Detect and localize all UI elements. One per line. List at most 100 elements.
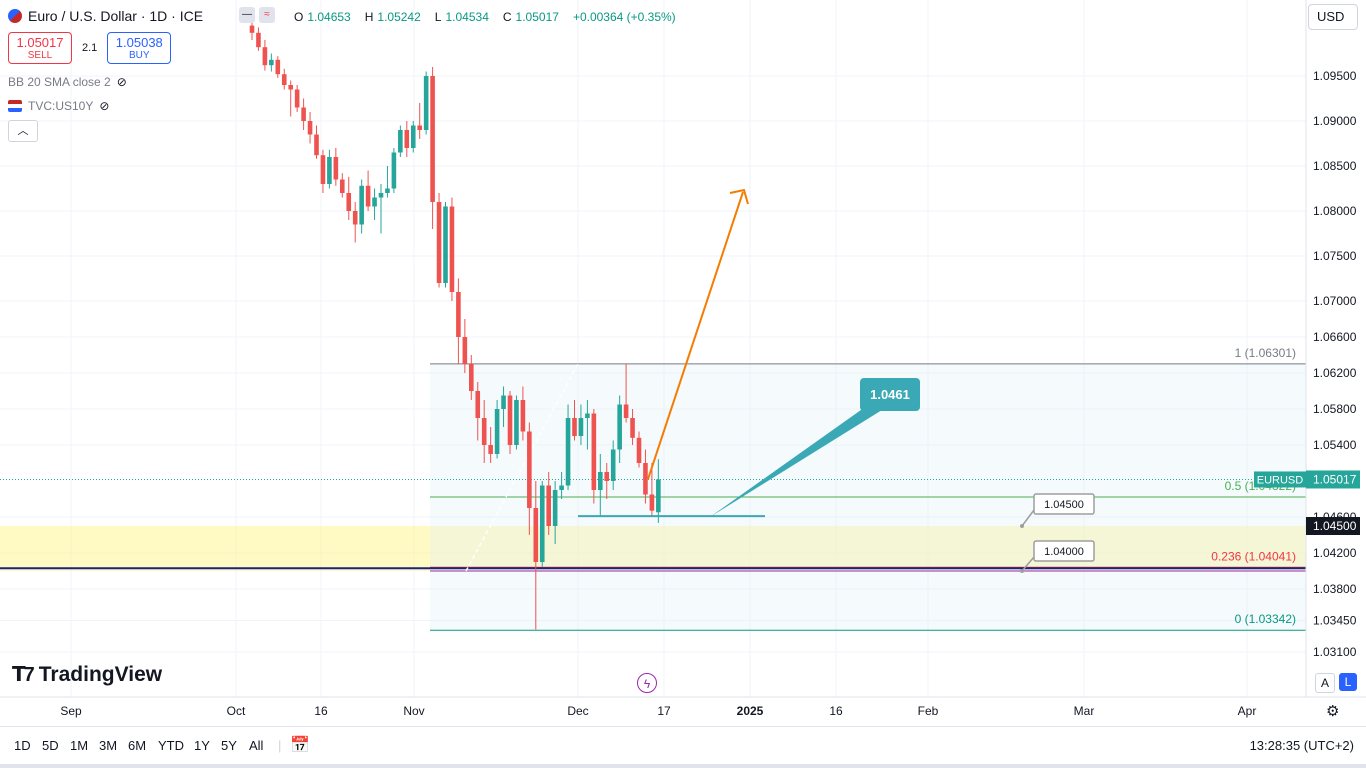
x-tick-label: 17: [657, 704, 671, 718]
period-5d[interactable]: 5D: [42, 738, 59, 753]
candle-body: [649, 494, 655, 511]
period-1d[interactable]: 1D: [14, 738, 31, 753]
candle-body: [327, 157, 332, 184]
level-price-tag: [1306, 517, 1360, 535]
symbol-title[interactable]: Euro / U.S. Dollar · 1D · ICE: [28, 8, 204, 24]
candle-body: [385, 188, 390, 193]
sell-price: 1.05017: [16, 35, 64, 50]
projection-arrow: [647, 191, 744, 480]
currency-select[interactable]: USD: [1308, 4, 1358, 30]
indicator-bb[interactable]: BB 20 SMA close 2 ⊘: [8, 75, 127, 89]
candle-body: [610, 449, 616, 481]
candle-body: [617, 404, 622, 450]
x-tick-label: Feb: [918, 704, 939, 718]
last-price-tag: [1306, 470, 1360, 489]
candle-body: [423, 76, 429, 130]
period-1y[interactable]: 1Y: [194, 738, 210, 753]
log-scale-button[interactable]: L: [1339, 673, 1357, 691]
wave-icon[interactable]: ≈: [259, 7, 275, 23]
candle-body: [269, 59, 274, 66]
candle-body: [656, 479, 661, 513]
candle-body: [565, 418, 571, 486]
candle-body: [256, 32, 261, 48]
buy-price: 1.05038: [115, 35, 163, 50]
gear-icon[interactable]: ⚙: [1326, 703, 1340, 720]
candle-body: [404, 130, 410, 148]
candle-body: [314, 134, 319, 156]
candle-body: [410, 125, 416, 148]
buy-button[interactable]: 1.05038 BUY: [107, 32, 172, 64]
candle-body: [378, 193, 384, 198]
flag-us-icon: [8, 100, 22, 112]
lightning-icon[interactable]: ϟ: [637, 673, 657, 693]
ohlc-values: O 1.04653 H 1.05242 L 1.04534 C 1.05017 +0.0…: [294, 10, 676, 24]
price-callout-anchor: [1020, 524, 1024, 528]
price-callout-text: 1.04500: [1044, 499, 1084, 511]
callout-pointer: [710, 405, 890, 517]
price-chart[interactable]: 1 (1.06301)0.5 (1.04822)0.236 (1.04041)0…: [0, 0, 1366, 726]
period-all[interactable]: All: [249, 738, 264, 753]
y-tick-label: 1.05800: [1313, 402, 1357, 416]
candle-body: [623, 404, 629, 418]
legend-widgets: — ≈: [239, 7, 275, 23]
x-tick-label: 2025: [737, 704, 764, 718]
candle-body: [636, 437, 642, 463]
period-ytd[interactable]: YTD: [158, 738, 184, 753]
y-tick-label: 1.06200: [1313, 366, 1357, 380]
x-tick-label: Apr: [1238, 704, 1257, 718]
candle-body: [275, 59, 281, 75]
candle-body: [307, 121, 313, 135]
projection-arrowhead: [729, 188, 749, 205]
candle-body: [598, 472, 603, 490]
price-callout-box: [1033, 540, 1095, 562]
candle-body: [443, 206, 448, 283]
sell-button[interactable]: 1.05017 SELL: [8, 32, 72, 64]
sell-label: SELL: [27, 50, 53, 61]
candle-body: [462, 337, 468, 364]
candle-body: [488, 445, 493, 454]
candle-body: [417, 125, 422, 130]
candle-body: [365, 185, 371, 207]
period-6m[interactable]: 6M: [128, 738, 147, 753]
candle-body: [604, 472, 610, 481]
bottom-toolbar: 1D 5D 1M 3M 6M YTD 1Y 5Y All | 📅 13:28:3…: [0, 726, 1366, 765]
y-tick-label: 1.03450: [1313, 614, 1357, 628]
candle-body: [456, 292, 461, 337]
indicator-bb-label: BB 20 SMA close 2: [8, 75, 111, 89]
indicator-us10y[interactable]: TVC:US10Y ⊘: [8, 99, 109, 113]
minus-icon[interactable]: —: [239, 7, 255, 23]
candle-body: [578, 418, 584, 436]
price-callout-anchor: [1020, 569, 1024, 573]
candle-body: [507, 395, 513, 445]
price-callout-text: 1.04000: [1044, 546, 1084, 558]
collapse-legend-button[interactable]: ︿: [8, 120, 38, 142]
x-tick-label: Dec: [567, 704, 588, 718]
candle-body: [430, 76, 435, 202]
fib-label: 0 (1.03342): [1235, 612, 1296, 626]
candle-body: [552, 490, 558, 526]
eye-off-icon[interactable]: ⊘: [99, 99, 110, 113]
candle-body: [630, 418, 635, 438]
y-tick-label: 1.08500: [1313, 159, 1357, 173]
change-value: +0.00364 (+0.35%): [572, 10, 676, 24]
auto-scale-button[interactable]: A: [1315, 673, 1335, 693]
candle-body: [320, 155, 326, 184]
candle-body: [501, 395, 506, 409]
period-3m[interactable]: 3M: [99, 738, 118, 753]
eye-off-icon[interactable]: ⊘: [116, 75, 127, 89]
period-1m[interactable]: 1M: [70, 738, 89, 753]
y-tick-label: 1.06600: [1313, 330, 1357, 344]
candle-body: [294, 89, 300, 108]
spread-value: 2.1: [82, 42, 98, 54]
y-tick-label: 1.07500: [1313, 249, 1357, 263]
candle-body: [449, 206, 455, 292]
candle-body: [475, 391, 481, 418]
period-5y[interactable]: 5Y: [221, 738, 237, 753]
price-callout-leader: [1021, 509, 1035, 527]
last-price-value: 1.05017: [1313, 472, 1357, 486]
callout-1-box: [860, 378, 920, 411]
trade-buttons: 1.05017 SELL 2.1 1.05038 BUY: [8, 32, 172, 64]
candle-body: [333, 157, 339, 180]
price-callout-leader: [1021, 556, 1035, 572]
calendar-icon[interactable]: 📅: [290, 737, 310, 754]
